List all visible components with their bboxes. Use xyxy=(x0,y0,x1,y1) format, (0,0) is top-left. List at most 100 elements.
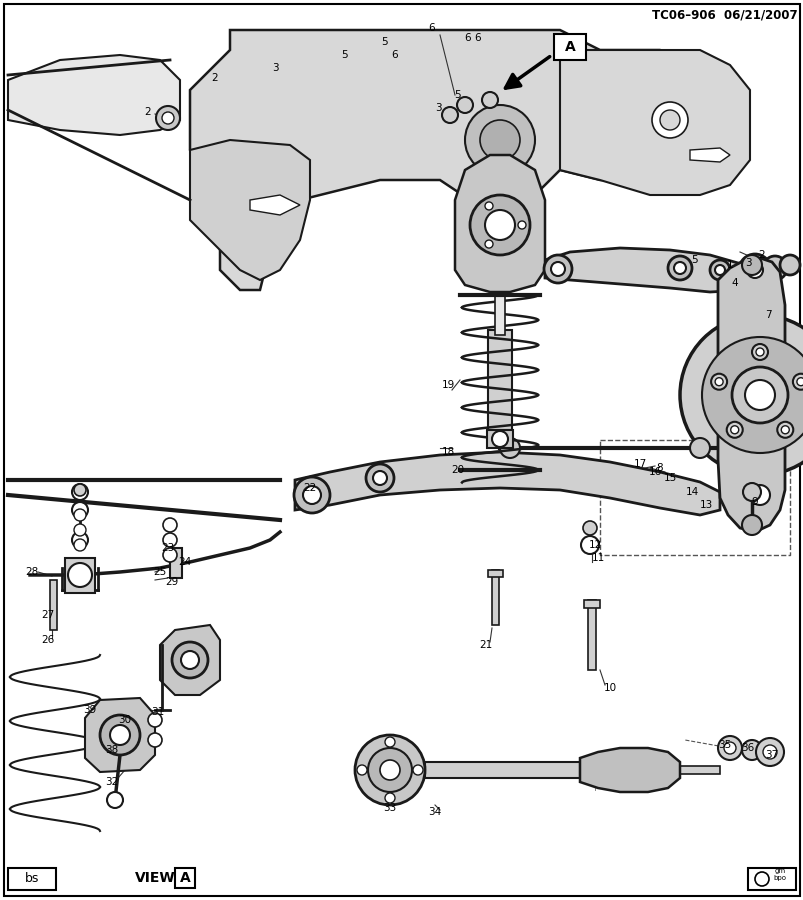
Circle shape xyxy=(303,486,320,504)
Bar xyxy=(487,430,512,448)
Circle shape xyxy=(479,120,520,160)
Circle shape xyxy=(68,563,92,587)
Circle shape xyxy=(741,740,761,760)
Text: 15: 15 xyxy=(662,473,676,483)
Text: 33: 33 xyxy=(383,803,396,813)
Circle shape xyxy=(385,793,394,803)
Circle shape xyxy=(544,255,571,283)
Circle shape xyxy=(701,337,803,453)
Polygon shape xyxy=(454,155,544,292)
Bar xyxy=(8,868,56,890)
Circle shape xyxy=(581,536,598,554)
Circle shape xyxy=(148,733,161,747)
Text: 28: 28 xyxy=(26,567,39,577)
Circle shape xyxy=(777,422,793,437)
Circle shape xyxy=(163,518,177,532)
Text: 23: 23 xyxy=(161,543,174,553)
Circle shape xyxy=(163,533,177,547)
Text: 36: 36 xyxy=(740,743,754,753)
Bar xyxy=(65,558,95,593)
Polygon shape xyxy=(295,452,719,515)
Circle shape xyxy=(72,484,88,500)
Text: 2: 2 xyxy=(145,107,151,117)
Circle shape xyxy=(755,348,763,356)
Circle shape xyxy=(651,102,687,138)
Bar xyxy=(583,600,599,608)
Text: 37: 37 xyxy=(764,750,777,760)
Circle shape xyxy=(730,426,738,434)
Text: 16: 16 xyxy=(647,467,661,477)
Circle shape xyxy=(110,725,130,745)
Text: 18: 18 xyxy=(441,447,454,457)
Circle shape xyxy=(726,422,742,437)
Polygon shape xyxy=(689,148,729,162)
Circle shape xyxy=(484,240,492,248)
Bar xyxy=(50,580,57,630)
Circle shape xyxy=(456,97,472,113)
Circle shape xyxy=(667,256,691,280)
Circle shape xyxy=(731,367,787,423)
Circle shape xyxy=(741,515,761,535)
Circle shape xyxy=(550,262,565,276)
Bar xyxy=(495,295,504,335)
Circle shape xyxy=(762,745,776,759)
Circle shape xyxy=(499,438,520,458)
Circle shape xyxy=(368,748,411,792)
Bar xyxy=(169,548,181,578)
Polygon shape xyxy=(717,258,784,532)
Text: 29: 29 xyxy=(165,577,178,587)
Circle shape xyxy=(484,210,515,240)
Circle shape xyxy=(470,195,529,255)
Text: bs: bs xyxy=(25,872,39,886)
Circle shape xyxy=(779,255,799,275)
Circle shape xyxy=(355,735,425,805)
Text: 8: 8 xyxy=(656,463,662,473)
Text: 24: 24 xyxy=(178,557,191,567)
Polygon shape xyxy=(579,748,679,792)
Text: 10: 10 xyxy=(603,683,616,693)
Circle shape xyxy=(781,426,789,434)
Text: 17: 17 xyxy=(633,459,646,469)
Polygon shape xyxy=(8,55,180,135)
Text: 22: 22 xyxy=(303,483,316,493)
Circle shape xyxy=(744,380,774,410)
Text: TC06–906  06/21/2007: TC06–906 06/21/2007 xyxy=(651,8,797,21)
Circle shape xyxy=(491,431,507,447)
Bar xyxy=(747,868,795,890)
Circle shape xyxy=(74,484,86,496)
Text: 39: 39 xyxy=(84,705,96,715)
Text: 4: 4 xyxy=(731,278,737,288)
Circle shape xyxy=(679,315,803,475)
Circle shape xyxy=(163,548,177,562)
Circle shape xyxy=(717,736,741,760)
Bar xyxy=(487,330,512,430)
Text: 1: 1 xyxy=(726,260,732,270)
Text: 32: 32 xyxy=(105,777,119,787)
Text: 2: 2 xyxy=(758,250,764,260)
Circle shape xyxy=(710,374,726,390)
Circle shape xyxy=(464,105,534,175)
Circle shape xyxy=(738,254,770,286)
Text: 5: 5 xyxy=(691,255,698,265)
Circle shape xyxy=(357,765,366,775)
Text: 27: 27 xyxy=(41,610,55,620)
Polygon shape xyxy=(250,195,300,215)
Circle shape xyxy=(365,464,393,492)
Bar xyxy=(491,570,499,625)
Circle shape xyxy=(517,221,525,229)
Circle shape xyxy=(72,502,88,518)
Circle shape xyxy=(741,255,761,275)
Polygon shape xyxy=(190,30,719,290)
Text: 6: 6 xyxy=(391,50,397,60)
Circle shape xyxy=(673,262,685,274)
Circle shape xyxy=(156,106,180,130)
Text: 21: 21 xyxy=(479,640,492,650)
Text: 13: 13 xyxy=(699,500,711,510)
Circle shape xyxy=(714,378,722,386)
Circle shape xyxy=(792,374,803,390)
Circle shape xyxy=(148,713,161,727)
Bar xyxy=(679,766,719,774)
Circle shape xyxy=(74,539,86,551)
Bar xyxy=(487,570,503,577)
Text: 25: 25 xyxy=(153,567,166,577)
